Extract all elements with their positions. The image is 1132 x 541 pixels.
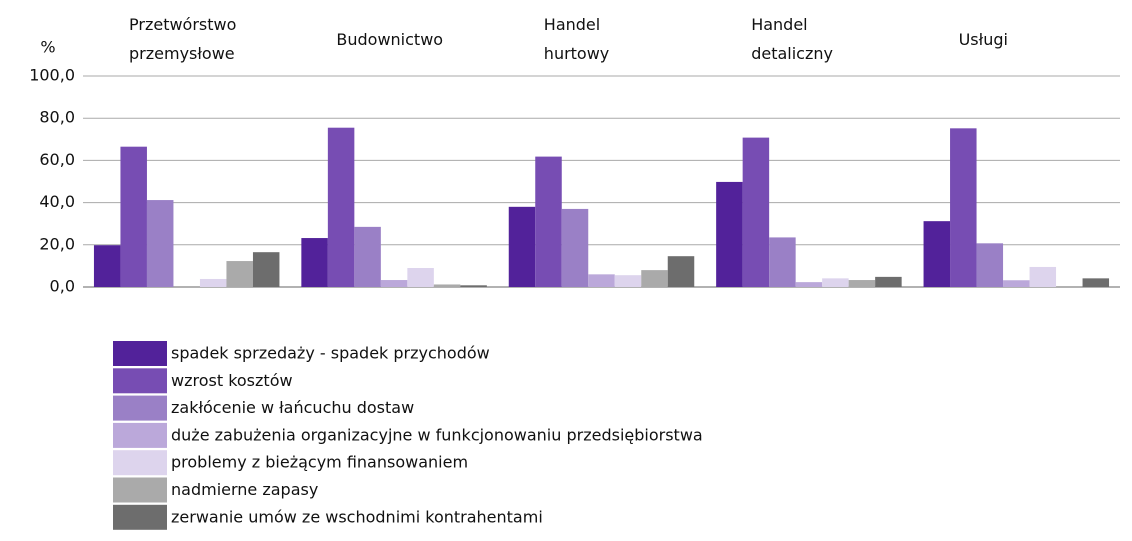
legend-swatch — [113, 477, 167, 503]
bar — [923, 221, 951, 287]
bar — [433, 284, 461, 287]
y-tick-label: 0,0 — [50, 277, 75, 296]
bar — [460, 285, 487, 287]
bar — [795, 282, 823, 287]
y-axis-label: % — [40, 38, 55, 57]
bar — [561, 208, 589, 287]
bar — [407, 268, 434, 287]
bar — [588, 274, 615, 287]
bar — [226, 261, 253, 287]
x-tick-label: Usługi — [958, 29, 1008, 49]
bar — [535, 156, 562, 287]
y-tick-label: 80,0 — [39, 108, 75, 127]
legend-swatch — [113, 395, 167, 421]
legend-label: nadmierne zapasy — [171, 480, 318, 499]
bar — [1003, 280, 1030, 287]
bar — [252, 252, 280, 287]
bar — [508, 206, 536, 287]
bar — [199, 278, 227, 287]
x-tick-label: Budownictwo — [336, 29, 444, 49]
bar — [667, 256, 695, 287]
bar — [822, 278, 849, 287]
bar — [875, 276, 902, 287]
legend-label: spadek sprzedaży - spadek przychodów — [171, 344, 490, 363]
legend-label: duże zabużenia organizacyjne w funkcjono… — [171, 425, 703, 444]
y-tick-label: 100,0 — [29, 66, 75, 85]
x-tick-label: Handel detaliczny — [751, 15, 833, 63]
y-tick-label: 40,0 — [39, 192, 75, 211]
legend-label: zerwanie umów ze wschodnimi kontrahentam… — [171, 507, 543, 526]
bar — [301, 238, 328, 287]
legend-swatch — [113, 450, 167, 476]
x-tick-label: Handel hurtowy — [543, 15, 610, 63]
bar — [120, 146, 147, 287]
legend-swatch — [113, 422, 167, 448]
y-tick-label: 20,0 — [39, 234, 75, 253]
bar — [93, 245, 121, 287]
y-tick-label: 60,0 — [39, 150, 75, 169]
bar — [848, 280, 876, 287]
bar — [950, 128, 977, 287]
bar — [716, 181, 743, 287]
bar — [769, 237, 796, 287]
legend-swatch — [113, 368, 167, 394]
bar — [380, 280, 408, 287]
bar — [1082, 278, 1110, 287]
legend-label: problemy z bieżącym finansowaniem — [171, 453, 468, 472]
legend-swatch — [113, 341, 167, 366]
bar — [354, 226, 381, 287]
bar — [742, 137, 770, 287]
legend-swatch — [113, 504, 167, 530]
bar — [146, 200, 174, 287]
legend-label: zakłócenie w łańcuchu dostaw — [171, 398, 414, 417]
legend-label: wzrost kosztów — [171, 371, 293, 390]
bar — [1029, 266, 1057, 287]
bar — [641, 270, 668, 287]
bar — [327, 127, 355, 287]
bar — [614, 275, 642, 287]
x-tick-label: Przetwórstwo przemysłowe — [129, 15, 237, 63]
bar — [976, 243, 1004, 287]
